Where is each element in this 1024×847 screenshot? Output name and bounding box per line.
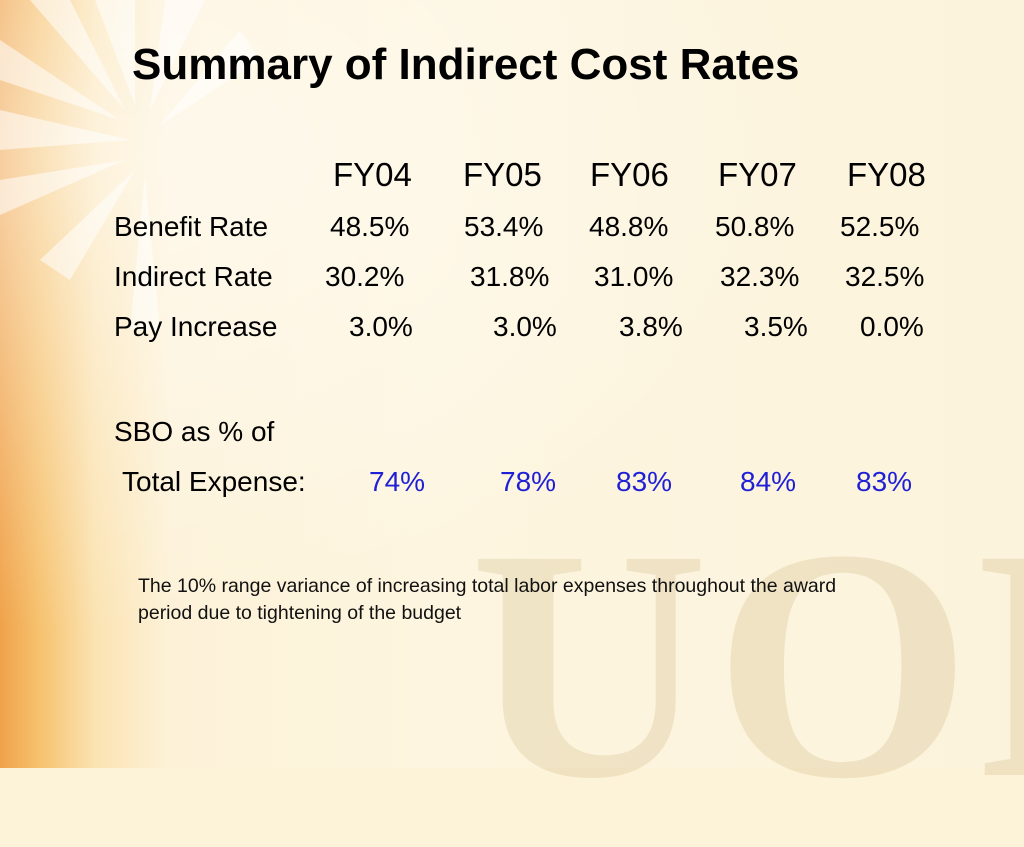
row-label-benefit-rate: Benefit Rate: [114, 211, 269, 242]
indirect-rate-fy05: 31.8%: [470, 261, 550, 292]
benefit-rate-fy05: 53.4%: [464, 211, 544, 242]
sbo-fy08: 83%: [856, 466, 913, 497]
pay-increase-fy05: 3.0%: [493, 311, 557, 342]
slide-title: Summary of Indirect Cost Rates: [132, 40, 800, 89]
year-header-fy04: FY04: [333, 156, 412, 193]
year-header-fy08: FY08: [847, 156, 926, 193]
row-label-indirect-rate: Indirect Rate: [114, 261, 273, 292]
benefit-rate-fy06: 48.8%: [589, 211, 669, 242]
indirect-rate-fy04: 30.2%: [325, 261, 405, 292]
benefit-rate-fy04: 48.5%: [330, 211, 410, 242]
uop-watermark-logo: UOP: [470, 482, 1024, 847]
pay-increase-fy04: 3.0%: [349, 311, 413, 342]
row-label-pay-increase: Pay Increase: [114, 311, 278, 342]
sbo-label-line2: Total Expense:: [122, 466, 306, 497]
indirect-rate-fy07: 32.3%: [720, 261, 800, 292]
pay-increase-fy08: 0.0%: [860, 311, 924, 342]
sbo-fy06: 83%: [616, 466, 673, 497]
background-glow: [0, 0, 1024, 768]
sbo-label-line1: SBO as % of: [114, 416, 275, 447]
decorative-rays: [0, 0, 260, 330]
indirect-rate-fy08: 32.5%: [845, 261, 925, 292]
sbo-fy04: 74%: [369, 466, 426, 497]
benefit-rate-fy07: 50.8%: [715, 211, 795, 242]
pay-increase-fy06: 3.8%: [619, 311, 683, 342]
variance-note: The 10% range variance of increasing tot…: [138, 575, 837, 624]
year-header-fy06: FY06: [590, 156, 669, 193]
sbo-fy07: 84%: [740, 466, 797, 497]
pay-increase-fy07: 3.5%: [744, 311, 808, 342]
indirect-rate-fy06: 31.0%: [594, 261, 674, 292]
year-header-fy07: FY07: [718, 156, 797, 193]
benefit-rate-fy08: 52.5%: [840, 211, 920, 242]
year-header-fy05: FY05: [463, 156, 542, 193]
sbo-fy05: 78%: [500, 466, 557, 497]
